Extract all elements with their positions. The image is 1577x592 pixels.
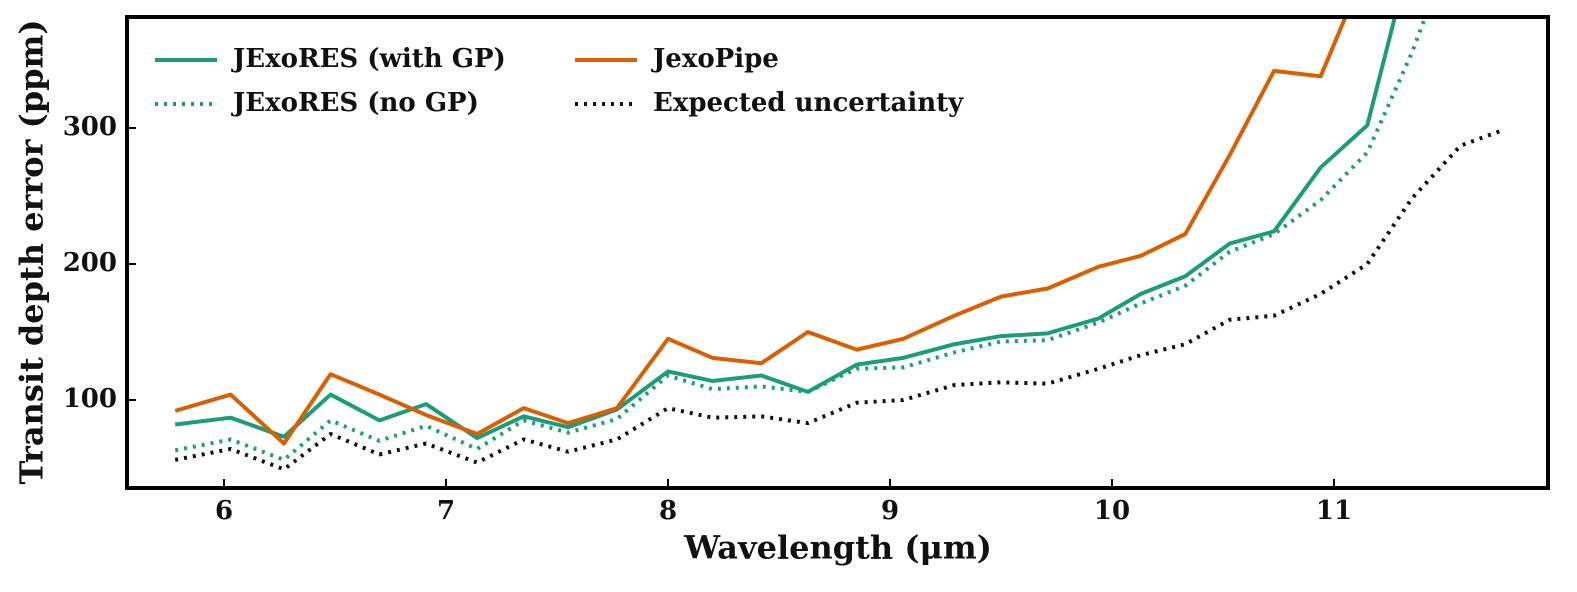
- x-tick-label: 9: [881, 496, 899, 526]
- y-tick-label: 200: [63, 248, 117, 278]
- plot-frame: [125, 15, 1550, 490]
- legend-label: JExoRES (with GP): [231, 44, 506, 74]
- x-axis-label: Wavelength (μm): [683, 529, 992, 567]
- legend-label: JexoPipe: [651, 44, 779, 74]
- legend-label: JExoRES (no GP): [231, 88, 479, 118]
- x-tick-label: 8: [659, 496, 677, 526]
- legend-label: Expected uncertainty: [653, 88, 964, 118]
- series-line: [174, 127, 1506, 472]
- y-tick-label: 100: [63, 384, 117, 414]
- x-tick-label: 10: [1094, 496, 1130, 526]
- y-axis-label: Transit depth error (ppm): [13, 19, 51, 484]
- series-line: [174, 17, 1428, 462]
- series-line: [174, 17, 1348, 446]
- plot-lines: [174, 17, 1506, 472]
- x-tick-label: 6: [215, 496, 233, 526]
- x-tick-label: 11: [1316, 496, 1352, 526]
- x-tick-label: 7: [437, 496, 455, 526]
- y-tick-label: 300: [63, 112, 117, 142]
